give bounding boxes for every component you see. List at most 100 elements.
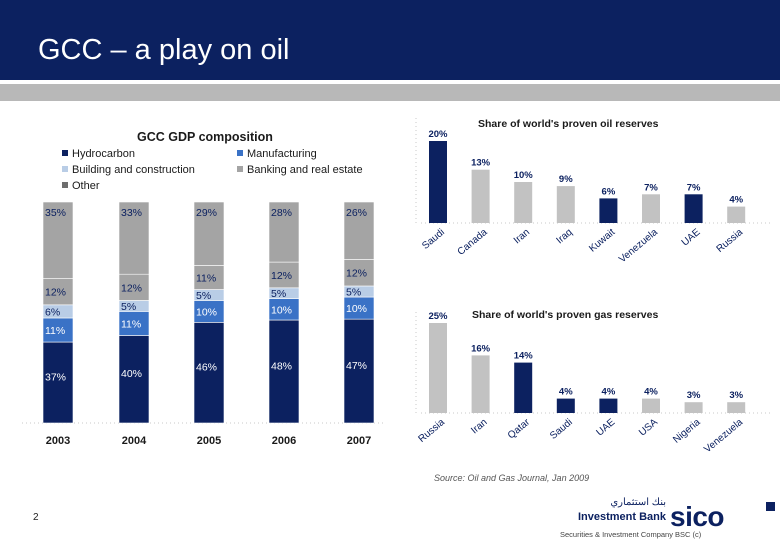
- gas-bar-saudi: [556, 398, 575, 413]
- oil-bar-kuwait: [599, 198, 618, 223]
- legend-label-banking-and-real-estate: Banking and real estate: [247, 164, 363, 176]
- oil-value-iran: 10%: [514, 170, 534, 181]
- gas-category-venezuela: Venezuela: [702, 417, 745, 456]
- bar-banking-and-real-estate-2004: [118, 273, 150, 301]
- gas-value-iran: 16%: [471, 343, 491, 354]
- legend-swatch-banking-and-real-estate: [237, 166, 243, 172]
- bar-banking-and-real-estate-2007: [343, 259, 375, 287]
- oil-value-kuwait: 6%: [602, 186, 616, 197]
- sico-logo: بنك استثماري Investment Bank sico: [578, 497, 775, 530]
- label-building-and-construction-2005: 5%: [196, 290, 211, 302]
- title-bar: GCC – a play on oil: [0, 0, 780, 80]
- bar-other-2005: [193, 201, 225, 266]
- label-manufacturing-2006: 10%: [271, 304, 292, 316]
- oil-value-iraq: 9%: [559, 174, 573, 185]
- oil-category-kuwait: Kuwait: [587, 227, 617, 255]
- label-hydrocarbon-2003: 37%: [45, 372, 66, 384]
- logo-word: sico: [670, 501, 724, 530]
- gdp-bars: 37% 11% 6% 12% 35% 2003 40% 11% 5% 12% 33% 2004 46% 1…: [22, 201, 385, 447]
- oil-bar-iraq: [556, 186, 575, 223]
- gas-bar-usa: [642, 398, 660, 413]
- bar-hydrocarbon-2004: [118, 335, 150, 424]
- logo-subtitle: Investment Bank: [578, 511, 667, 523]
- oil-chart-title: Share of world's proven oil reserves: [478, 118, 659, 130]
- gas-category-saudi: Saudi: [548, 417, 575, 442]
- oil-value-uae: 7%: [687, 182, 701, 193]
- gas-value-nigeria: 3%: [687, 390, 701, 401]
- label-manufacturing-2007: 10%: [346, 303, 367, 315]
- gas-value-russia: 25%: [428, 311, 448, 322]
- label-other-2005: 29%: [196, 207, 217, 219]
- bar-banking-and-real-estate-2003: [42, 278, 74, 306]
- oil-bar-russia: [727, 206, 746, 223]
- label-building-and-construction-2003: 6%: [45, 306, 60, 318]
- gas-category-usa: USA: [637, 417, 660, 439]
- label-other-2003: 35%: [45, 207, 66, 219]
- gas-value-saudi: 4%: [559, 387, 573, 398]
- label-other-2004: 33%: [121, 207, 142, 219]
- oil-category-iraq: Iraq: [554, 227, 574, 247]
- gas-bar-uae: [599, 398, 618, 413]
- gas-value-usa: 4%: [644, 387, 658, 398]
- gas-value-qatar: 14%: [514, 351, 534, 362]
- gdp-chart-title: GCC GDP composition: [137, 130, 273, 144]
- gas-bar-qatar: [514, 362, 533, 413]
- legend-label-building-and-construction: Building and construction: [72, 164, 195, 176]
- oil-category-uae: UAE: [680, 227, 703, 249]
- gas-reserves-chart: Share of world's proven gas reserves 25%…: [415, 309, 772, 456]
- oil-value-saudi: 20%: [428, 129, 448, 140]
- gas-bar-venezuela: [727, 402, 746, 413]
- bar-other-2004: [118, 201, 150, 275]
- gdp-category-2004: 2004: [122, 435, 147, 447]
- gdp-category-2005: 2005: [197, 435, 221, 447]
- page-number: 2: [33, 512, 39, 523]
- bar-other-2006: [268, 201, 300, 263]
- gas-chart-title: Share of world's proven gas reserves: [472, 309, 658, 321]
- source-note: Source: Oil and Gas Journal, Jan 2009: [434, 473, 590, 483]
- label-building-and-construction-2006: 5%: [271, 288, 286, 300]
- gas-value-uae: 4%: [602, 387, 616, 398]
- legend-label-manufacturing: Manufacturing: [247, 148, 317, 160]
- label-hydrocarbon-2007: 47%: [346, 360, 367, 372]
- oil-bars: 20% Saudi 13% Canada 10% Iran 9% Iraq 6% Kuwait 7%…: [415, 118, 772, 266]
- legend-swatch-manufacturing: [237, 150, 243, 156]
- oil-value-venezuela: 7%: [644, 182, 658, 193]
- label-hydrocarbon-2005: 46%: [196, 362, 217, 374]
- gas-category-nigeria: Nigeria: [671, 417, 703, 446]
- label-manufacturing-2004: 11%: [121, 318, 141, 330]
- oil-bar-uae: [684, 194, 703, 223]
- bar-banking-and-real-estate-2006: [268, 261, 300, 289]
- gas-bar-nigeria: [684, 402, 703, 413]
- label-hydrocarbon-2006: 48%: [271, 361, 292, 373]
- label-building-and-construction-2004: 5%: [121, 301, 136, 313]
- oil-category-russia: Russia: [715, 227, 746, 255]
- legend-label-hydrocarbon: Hydrocarbon: [72, 148, 135, 160]
- oil-bar-saudi: [429, 141, 447, 223]
- oil-value-russia: 4%: [729, 195, 743, 206]
- oil-category-iran: Iran: [512, 227, 532, 247]
- slide-title: GCC – a play on oil: [38, 34, 290, 66]
- oil-bar-iran: [514, 182, 533, 223]
- oil-bar-canada: [471, 169, 490, 223]
- logo-arabic: بنك استثماري: [610, 497, 666, 508]
- label-manufacturing-2005: 10%: [196, 306, 217, 318]
- oil-reserves-chart: Share of world's proven oil reserves 20%…: [415, 118, 772, 266]
- label-banking-and-real-estate-2007: 12%: [346, 268, 367, 280]
- oil-category-venezuela: Venezuela: [617, 227, 660, 266]
- gas-bar-russia: [429, 323, 447, 413]
- gdp-category-2006: 2006: [272, 435, 296, 447]
- footer-company: Securities & Investment Company BSC (c): [560, 530, 702, 539]
- label-hydrocarbon-2004: 40%: [121, 368, 142, 380]
- bar-manufacturing-2003: [42, 317, 74, 343]
- gdp-category-2007: 2007: [347, 435, 371, 447]
- oil-bar-venezuela: [642, 194, 660, 223]
- legend-swatch-other: [62, 182, 68, 188]
- label-banking-and-real-estate-2004: 12%: [121, 282, 142, 294]
- bar-hydrocarbon-2005: [193, 322, 225, 424]
- gdp-legend: Hydrocarbon Manufacturing Building and con…: [62, 148, 363, 192]
- gdp-composition-chart: GCC GDP composition Hydrocarbon Manufactu…: [22, 130, 385, 447]
- bar-other-2003: [42, 201, 74, 279]
- label-other-2006: 28%: [271, 207, 292, 219]
- gas-bar-iran: [471, 355, 490, 413]
